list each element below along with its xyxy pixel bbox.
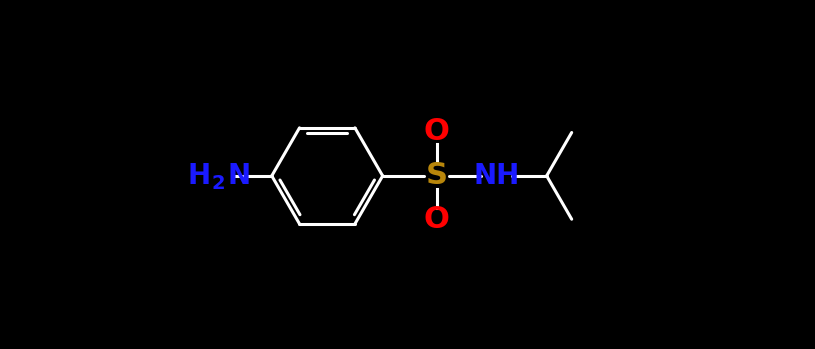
Text: NH: NH xyxy=(474,162,520,190)
Text: 2: 2 xyxy=(212,174,225,193)
Text: O: O xyxy=(424,118,450,147)
Text: N: N xyxy=(227,162,250,190)
Text: O: O xyxy=(424,205,450,234)
Text: S: S xyxy=(425,161,447,190)
Text: H: H xyxy=(187,162,210,190)
